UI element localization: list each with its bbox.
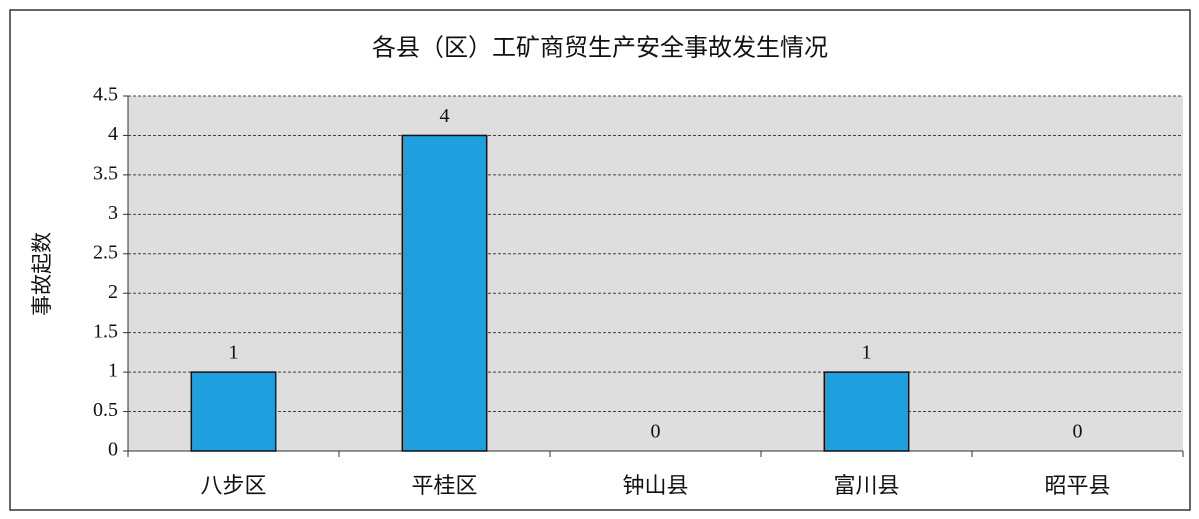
y-tick-label: 2 <box>108 281 118 303</box>
x-tick-label: 富川县 <box>833 473 899 498</box>
y-tick-label: 0.5 <box>93 399 118 421</box>
x-tick-label: 平桂区 <box>411 473 477 498</box>
bar <box>190 371 277 452</box>
bar <box>823 371 910 452</box>
y-tick-label: 2.5 <box>93 241 118 263</box>
data-label: 0 <box>1073 421 1083 443</box>
plot-area <box>128 96 1183 451</box>
y-tick-label: 4.5 <box>93 84 118 106</box>
x-tick-label: 八步区 <box>200 473 266 498</box>
y-tick-label: 3 <box>108 202 118 224</box>
data-label: 1 <box>229 342 239 364</box>
y-tick-label: 0 <box>108 439 118 461</box>
y-axis-label: 事故起数 <box>30 232 54 316</box>
x-tick-label: 昭平县 <box>1044 473 1110 498</box>
y-tick-label: 3.5 <box>93 162 118 184</box>
data-label: 0 <box>651 421 661 443</box>
bar <box>401 134 488 452</box>
y-tick-label: 4 <box>108 123 118 145</box>
y-tick-label: 1 <box>108 360 118 382</box>
chart-title: 各县（区）工矿商贸生产安全事故发生情况 <box>372 35 828 62</box>
x-tick-label: 钟山县 <box>622 473 688 498</box>
data-label: 1 <box>862 342 872 364</box>
y-tick-label: 1.5 <box>93 320 118 342</box>
data-label: 4 <box>440 105 450 127</box>
